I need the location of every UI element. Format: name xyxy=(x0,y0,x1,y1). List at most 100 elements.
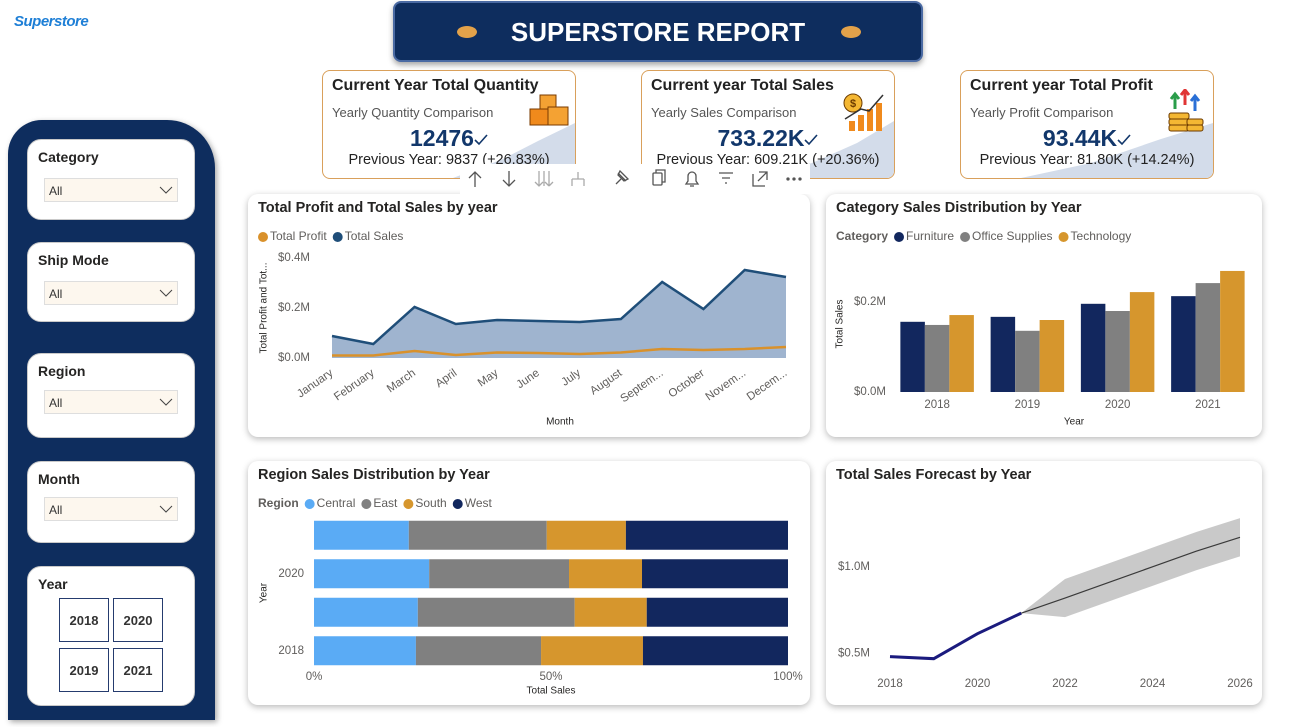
x-tick-label: July xyxy=(559,367,583,389)
y-axis-title: Total Sales xyxy=(835,300,846,349)
kpi-value-text: 733.22K xyxy=(717,125,805,151)
x-tick-label: Septem... xyxy=(618,367,665,405)
year-button[interactable]: 2019 xyxy=(59,648,109,692)
legend-title: Region xyxy=(258,496,299,510)
boxes-icon xyxy=(529,94,569,126)
legend-label: Furniture xyxy=(906,229,954,243)
filter-card: Ship Mode All xyxy=(27,242,195,322)
legend-marker xyxy=(452,499,463,509)
bar xyxy=(1220,270,1245,392)
y-axis-title: Year xyxy=(259,582,270,603)
x-tick-label: 2018 xyxy=(877,678,903,690)
x-tick-label: 50% xyxy=(539,671,562,683)
dropdown[interactable]: All xyxy=(44,281,178,305)
logo: Superstore xyxy=(14,13,89,30)
x-tick-label: February xyxy=(332,367,377,403)
legend-marker xyxy=(403,499,414,509)
kpi-value-text: 93.44K xyxy=(1042,125,1118,151)
kpi-subtitle: Yearly Profit Comparison xyxy=(970,105,1114,120)
year-button[interactable]: 2018 xyxy=(59,598,109,642)
chart-card: Category Sales Distribution by Year Categ… xyxy=(826,194,1262,437)
more-options[interactable] xyxy=(786,177,802,181)
x-tick-label: 2020 xyxy=(1105,399,1131,411)
bar-segment xyxy=(625,520,788,550)
legend-label: South xyxy=(415,496,446,510)
dropdown-value: All xyxy=(49,503,63,517)
drill-up[interactable] xyxy=(468,171,482,187)
filter[interactable] xyxy=(719,172,733,184)
x-axis-title: Year xyxy=(1064,417,1085,428)
year-button[interactable]: 2021 xyxy=(113,648,163,692)
alert[interactable] xyxy=(684,171,700,187)
expand-next-level[interactable] xyxy=(534,171,554,187)
x-tick-label: January xyxy=(295,367,336,400)
legend-marker xyxy=(960,232,971,242)
line xyxy=(331,268,787,346)
filter-label: Region xyxy=(38,363,86,379)
legend-label: Total Sales xyxy=(345,229,404,243)
bar-segment xyxy=(408,520,547,550)
forecast-band xyxy=(1021,518,1240,618)
dropdown[interactable]: All xyxy=(44,497,178,521)
legend-title: Category xyxy=(836,229,888,243)
legend-label: Central xyxy=(317,496,356,510)
legend-marker xyxy=(894,232,905,242)
filter-label: Ship Mode xyxy=(38,252,109,268)
y-tick-label: $0.2M xyxy=(278,302,310,314)
x-tick-label: June xyxy=(515,367,542,391)
copy[interactable] xyxy=(652,169,666,186)
bar-segment xyxy=(642,636,788,666)
x-tick-label: March xyxy=(385,367,418,395)
x-axis-title: Total Sales xyxy=(527,686,576,697)
x-tick-label: 2026 xyxy=(1227,678,1253,690)
bar-segment xyxy=(314,597,418,627)
dropdown[interactable]: All xyxy=(44,390,178,414)
y-axis-title: Total Profit and Tot... xyxy=(259,263,270,354)
filter-card: Month All xyxy=(27,461,195,543)
kpi-value: 733.22K xyxy=(642,125,894,152)
x-tick-label: 2018 xyxy=(924,399,950,411)
sparkline-area xyxy=(1021,123,1213,178)
chart: Category Sales Distribution by Year Categ… xyxy=(835,200,1245,428)
kpi-subtitle: Yearly Sales Comparison xyxy=(651,105,797,120)
svg-text:$: $ xyxy=(850,98,856,110)
chart-title: Total Profit and Total Sales by year xyxy=(258,200,498,216)
actual-line xyxy=(889,611,1022,661)
x-tick-label: 2022 xyxy=(1052,678,1078,690)
drill-down[interactable] xyxy=(502,171,516,187)
legend-marker xyxy=(258,232,268,242)
pin[interactable] xyxy=(615,169,630,185)
bar xyxy=(1171,296,1196,392)
y-tick-label: 2018 xyxy=(278,645,304,657)
chart-title: Region Sales Distribution by Year xyxy=(258,467,490,483)
chart: Region Sales Distribution by Year Region C… xyxy=(258,467,803,697)
legend-label: Total Profit xyxy=(270,229,327,243)
bar xyxy=(990,316,1016,392)
focus-mode[interactable] xyxy=(752,171,768,187)
chart: Total Profit and Total Sales by year Tota… xyxy=(258,200,790,428)
kpi-title: Current Year Total Quantity xyxy=(332,77,539,94)
area xyxy=(332,270,786,358)
bar-segment xyxy=(646,597,788,627)
legend-marker xyxy=(1058,232,1069,242)
kpi-title: Current year Total Profit xyxy=(970,77,1153,94)
bar-segment xyxy=(569,559,643,589)
header: SUPERSTORE REPORT xyxy=(393,1,923,62)
x-tick-label: 100% xyxy=(773,671,802,683)
y-tick-label: 2020 xyxy=(278,568,304,580)
expand-hierarchy[interactable] xyxy=(571,172,585,186)
dropdown[interactable]: All xyxy=(44,178,178,202)
bar xyxy=(1129,292,1155,392)
visual-toolbar xyxy=(460,164,810,194)
kpi-card: Current Year Total Quantity Yearly Quant… xyxy=(322,70,576,179)
kpi-value: 93.44K xyxy=(961,125,1213,152)
report-title: SUPERSTORE REPORT xyxy=(510,17,806,47)
x-tick-label: Decem... xyxy=(745,367,790,403)
line xyxy=(332,345,787,357)
bar-segment xyxy=(574,597,647,627)
year-button[interactable]: 2020 xyxy=(113,598,163,642)
legend-label: Technology xyxy=(1071,229,1132,243)
chart-card: Region Sales Distribution by Year Region C… xyxy=(248,461,810,705)
kpi-comparison: Previous Year: 81.80K (+14.24%) xyxy=(979,152,1195,168)
